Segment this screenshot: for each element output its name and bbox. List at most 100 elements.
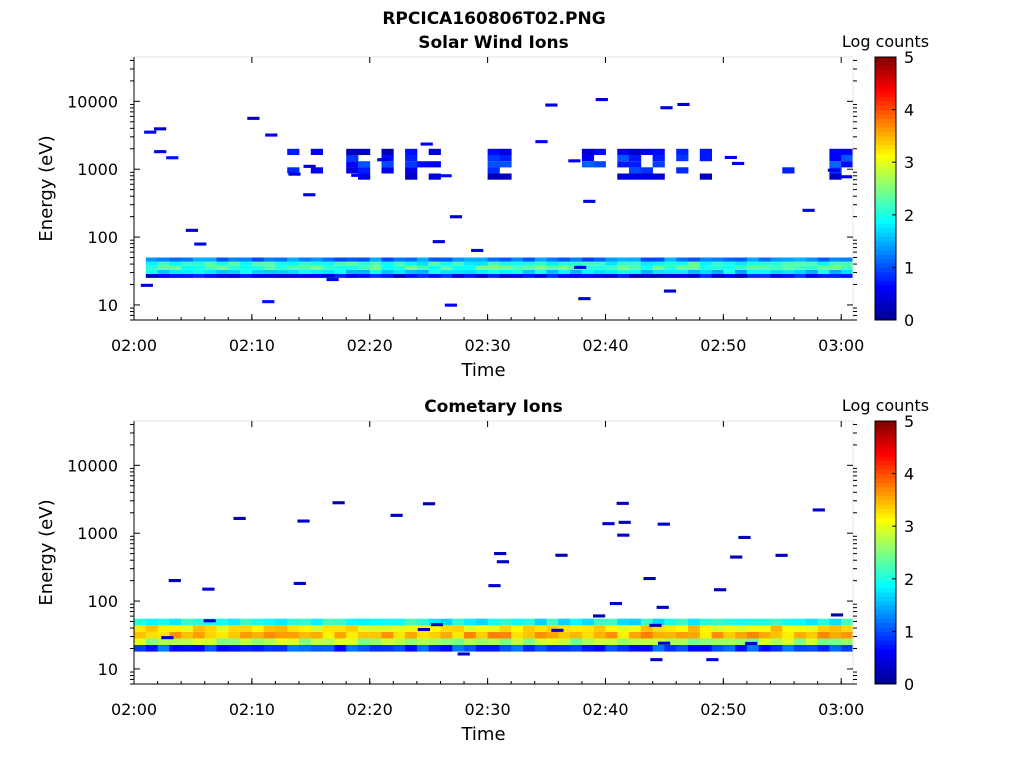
- heatmap-cell: [303, 164, 316, 168]
- heatmap-cell: [523, 273, 536, 278]
- heatmap-cell: [664, 638, 677, 645]
- heatmap-cell: [676, 631, 689, 639]
- heatmap-cell: [405, 161, 418, 168]
- heatmap-cell: [334, 618, 347, 626]
- colorbar-segment: [875, 596, 896, 602]
- heatmap-cell: [581, 638, 595, 645]
- heatmap-cell: [699, 269, 712, 274]
- heatmap-cell: [228, 273, 241, 278]
- heatmap-cell: [770, 618, 783, 626]
- colorbar-segment: [875, 583, 896, 589]
- heatmap-cell: [652, 273, 665, 278]
- heatmap-cell: [310, 257, 323, 262]
- heatmap-cell: [829, 618, 842, 626]
- heatmap-cell: [464, 638, 477, 645]
- heatmap-cell: [535, 140, 548, 144]
- heatmap-cell: [688, 257, 701, 262]
- heatmap-cell: [428, 273, 441, 278]
- heatmap-cell: [523, 625, 536, 632]
- heatmap-cell: [841, 148, 854, 155]
- colorbar-segment: [875, 92, 896, 97]
- colorbar-segment: [875, 421, 896, 426]
- heatmap-cell: [440, 638, 453, 645]
- heatmap-cell: [228, 265, 241, 270]
- heatmap-cell: [499, 269, 512, 274]
- heatmap-cell: [369, 261, 382, 266]
- heatmap-cell: [629, 638, 642, 645]
- heatmap-cell: [275, 261, 288, 266]
- heatmap-cell: [464, 631, 477, 639]
- colorbar-segment: [875, 232, 896, 238]
- heatmap-cell: [723, 618, 736, 626]
- heatmap-cell: [440, 273, 453, 278]
- heatmap-cell: [570, 261, 583, 266]
- heatmap-cell: [770, 269, 783, 274]
- heatmap-cell: [746, 638, 760, 645]
- colorbar-segment: [875, 118, 896, 124]
- heatmap-cell: [652, 645, 665, 652]
- colorbar-segment: [875, 644, 896, 650]
- heatmap-cell: [770, 638, 783, 645]
- heatmap-cell: [688, 265, 701, 270]
- heatmap-cell: [287, 148, 300, 155]
- heatmap-cell: [581, 265, 595, 270]
- heatmap-cell: [240, 645, 253, 652]
- heatmap-cell: [381, 167, 394, 174]
- heatmap-cell: [649, 623, 662, 627]
- heatmap-cell: [181, 273, 194, 278]
- heatmap-cell: [181, 269, 194, 274]
- heatmap-cell: [471, 248, 484, 252]
- heatmap-cell: [593, 618, 606, 626]
- heatmap-cell: [287, 631, 300, 639]
- heatmap-cell: [204, 273, 217, 278]
- heatmap-cell: [617, 155, 630, 162]
- heatmap-cell: [794, 638, 807, 645]
- heatmap-cell: [499, 273, 512, 278]
- heatmap-cell: [805, 625, 819, 632]
- heatmap-cell: [240, 273, 253, 278]
- heatmap-cell: [758, 273, 771, 278]
- heatmap-cell: [676, 618, 689, 626]
- heatmap-cell: [381, 265, 394, 270]
- heatmap-cell: [555, 553, 568, 557]
- heatmap-cell: [192, 257, 206, 262]
- heatmap-cell: [664, 618, 677, 626]
- heatmap-cell: [511, 631, 524, 639]
- heatmap-cell: [546, 618, 559, 626]
- colorbar-tick-label: 5: [904, 412, 914, 431]
- heatmap-cell: [534, 257, 547, 262]
- heatmap-cell: [827, 168, 840, 172]
- heatmap-cell: [660, 106, 673, 110]
- heatmap-cell: [605, 645, 618, 652]
- heatmap-cell: [570, 257, 583, 262]
- heatmap-cell: [794, 618, 807, 626]
- heatmap-cell: [758, 257, 771, 262]
- heatmap-cell: [346, 261, 359, 266]
- heatmap-cell: [405, 265, 418, 270]
- heatmap-cell: [288, 172, 301, 176]
- heatmap-cell: [581, 155, 595, 162]
- heatmap-cell: [676, 261, 689, 266]
- heatmap-cell: [487, 631, 500, 639]
- heatmap-cell: [499, 161, 512, 168]
- heatmap-cell: [699, 645, 712, 652]
- heatmap-cell: [157, 257, 170, 262]
- heatmap-cell: [405, 261, 418, 266]
- heatmap-cell: [652, 265, 665, 270]
- heatmap-cell: [605, 273, 618, 278]
- heatmap-cell: [369, 257, 382, 262]
- heatmap-cell: [346, 625, 359, 632]
- heatmap-cell: [605, 618, 618, 626]
- heatmap-cell: [617, 269, 630, 274]
- heatmap-cell: [263, 261, 276, 266]
- heatmap-cell: [841, 618, 854, 626]
- y-tick-label: 10: [98, 660, 118, 679]
- x-tick-label: 02:10: [229, 336, 275, 355]
- heatmap-cell: [216, 257, 229, 262]
- heatmap-cell: [746, 257, 760, 262]
- heatmap-cell: [204, 265, 217, 270]
- heatmap-cell: [346, 273, 359, 278]
- heatmap-cell: [475, 631, 488, 639]
